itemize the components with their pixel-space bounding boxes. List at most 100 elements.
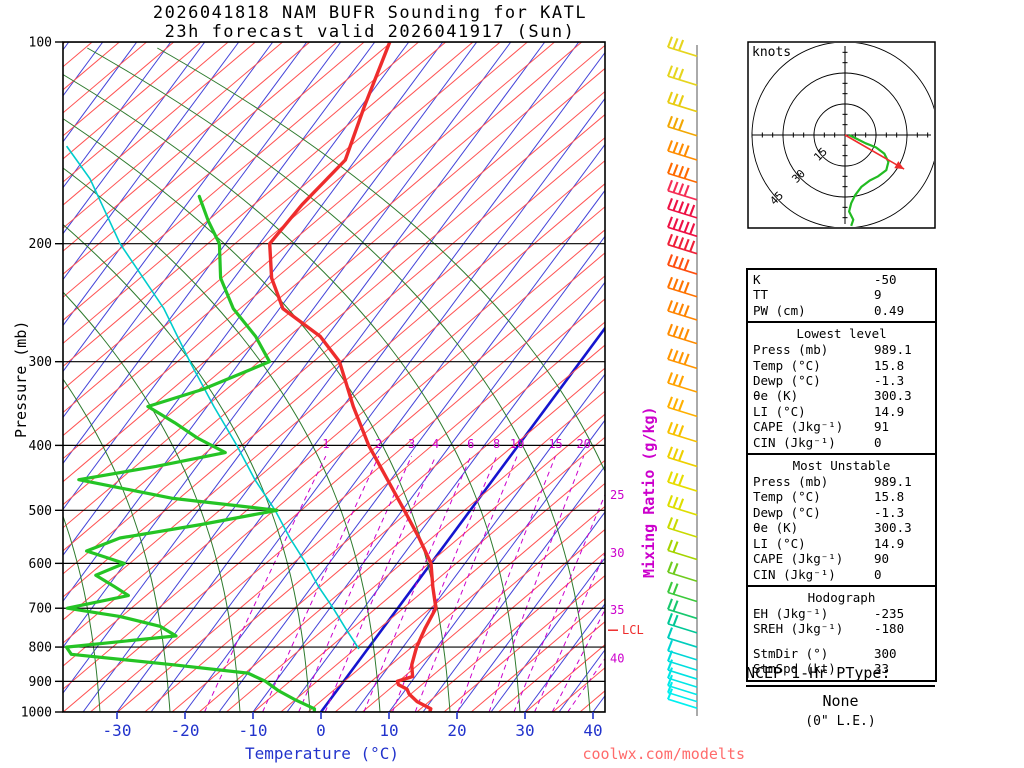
stats-row: Dewp (°C) -1.3 <box>753 504 905 520</box>
wind-barb <box>667 162 698 184</box>
ptype-panel: NCEP 1-Hr PType: None (0" L.E.) <box>746 664 935 729</box>
temperature-tick-label: 20 <box>447 721 466 740</box>
wind-barb <box>667 517 698 538</box>
temperature-tick-label: -10 <box>239 721 268 740</box>
wind-barb <box>667 650 698 671</box>
mixing-ratio-label: 4 <box>432 437 439 451</box>
pressure-tick-label: 400 <box>29 439 52 454</box>
pressure-tick-label: 500 <box>29 504 52 519</box>
temperature-tick-label: 30 <box>515 721 534 740</box>
wind-barb <box>667 91 698 113</box>
dewpoint-curve <box>64 194 317 712</box>
mixing-ratio-label: 20 <box>576 437 590 451</box>
wind-barb <box>667 36 698 57</box>
wind-barb <box>667 581 698 603</box>
svg-text:LCL: LCL <box>622 623 644 637</box>
stats-row: LI (°C) 14.9 <box>753 535 905 551</box>
ptype-note: (0" L.E.) <box>805 714 876 729</box>
stats-section: Lowest level Press (mb) 989.1 Temp (°C) 15.8… <box>748 321 935 453</box>
pressure-tick-label: 1000 <box>21 706 52 721</box>
temperature-tick-label: -20 <box>171 721 200 740</box>
wind-barb <box>667 372 698 393</box>
pressure-tick-label: 800 <box>29 641 52 656</box>
stats-row: SREH (Jkg⁻¹) -180 <box>753 621 905 637</box>
wind-barb <box>667 681 698 703</box>
wind-barb <box>667 254 698 275</box>
wind-barb <box>667 613 698 634</box>
temperature-tick-label: 0 <box>316 721 326 740</box>
mixing-ratio-label: 8 <box>493 437 500 451</box>
storm-motion-vector <box>844 134 905 170</box>
wind-barb <box>667 233 698 255</box>
wind-barb <box>667 659 698 680</box>
mixing-ratio-label: 25 <box>610 488 624 502</box>
wind-barb <box>667 140 698 161</box>
stats-row: StmDir (°) 300 <box>753 645 897 661</box>
stats-row: K -50 <box>753 272 897 287</box>
mixing-ratio-label: 10 <box>510 437 524 451</box>
ptype-title: NCEP 1-Hr PType: <box>746 664 935 687</box>
pressure-tick-label: 900 <box>29 675 52 690</box>
pressure-tick-label: 100 <box>29 36 52 51</box>
watermark-text: coolwx.com/modelts <box>582 745 745 763</box>
wind-barb <box>667 348 698 370</box>
mixing-ratio-label: 3 <box>408 437 415 451</box>
stats-row: LI (°C) 14.9 <box>753 403 905 419</box>
wind-barb <box>667 276 698 298</box>
wetbulb-curve <box>65 145 360 650</box>
wind-barb <box>667 674 698 696</box>
stats-row: CIN (Jkg⁻¹) 0 <box>753 566 882 582</box>
wind-barb <box>667 65 698 86</box>
stats-row: StmSpd (kt) 33 <box>753 661 890 677</box>
wind-barb <box>667 627 698 648</box>
mixing-ratio-label: 1 <box>322 437 329 451</box>
pressure-tick-label: 300 <box>29 355 52 370</box>
skewt-plot-area <box>63 42 605 712</box>
wind-barb <box>667 495 698 516</box>
chart-title-line2: 23h forecast valid 2026041917 (Sun) <box>164 22 576 42</box>
stats-section-indices: K -50 TT 9 PW (cm) 0.49 <box>748 270 935 321</box>
temperature-tick-label: 40 <box>583 721 602 740</box>
lcl-marker: LCL <box>608 623 644 637</box>
wind-barb <box>667 598 698 620</box>
wind-barb-column <box>667 36 698 716</box>
wind-barb <box>667 396 698 418</box>
wind-barb <box>667 197 698 219</box>
stats-row: Press (mb) 989.1 <box>753 342 912 358</box>
hodograph-units-label: knots <box>752 45 792 60</box>
wind-barb <box>667 471 698 492</box>
wind-barb <box>667 688 698 709</box>
mixing-ratio-label: 35 <box>610 603 624 617</box>
mixing-ratio-label: 6 <box>467 437 474 451</box>
wind-barb <box>667 179 698 201</box>
wind-barb <box>667 667 698 688</box>
stats-row: Temp (°C) 15.8 <box>753 357 905 373</box>
wind-barb <box>667 561 698 582</box>
mixing-ratio-axis-title: Mixing Ratio (g/kg) <box>640 406 658 578</box>
wind-barb <box>667 323 698 345</box>
pressure-tick-label: 600 <box>29 557 52 572</box>
plot-border <box>62 41 606 713</box>
wind-barb <box>667 446 698 468</box>
stats-row: Dewp (°C) -1.3 <box>753 373 905 389</box>
stats-section-title: Lowest level <box>796 326 887 342</box>
hodograph-trace <box>848 134 890 227</box>
stats-row: CAPE (Jkg⁻¹) 91 <box>753 419 890 435</box>
stats-row: Press (mb) 989.1 <box>753 474 912 490</box>
stats-row: Temp (°C) 15.8 <box>753 489 905 505</box>
mixing-ratio-label: 30 <box>610 546 624 560</box>
pressure-axis-title: Pressure (mb) <box>12 320 30 438</box>
pressure-tick-label: 200 <box>29 237 52 252</box>
wind-barb <box>667 216 698 238</box>
stats-section: Hodograph EH (Jkg⁻¹) -235 SREH (Jkg⁻¹) -180 S… <box>748 584 935 680</box>
wind-barb <box>667 539 698 561</box>
stats-row: PW (cm) 0.49 <box>753 302 905 318</box>
mixing-ratio-label: 15 <box>548 437 562 451</box>
stats-row: TT 9 <box>753 287 882 303</box>
stats-row: θe (K) 300.3 <box>753 388 912 404</box>
ptype-value: None <box>822 692 859 710</box>
stats-row: EH (Jkg⁻¹) -235 <box>753 605 905 621</box>
mixing-ratio-label: 2 <box>375 437 382 451</box>
